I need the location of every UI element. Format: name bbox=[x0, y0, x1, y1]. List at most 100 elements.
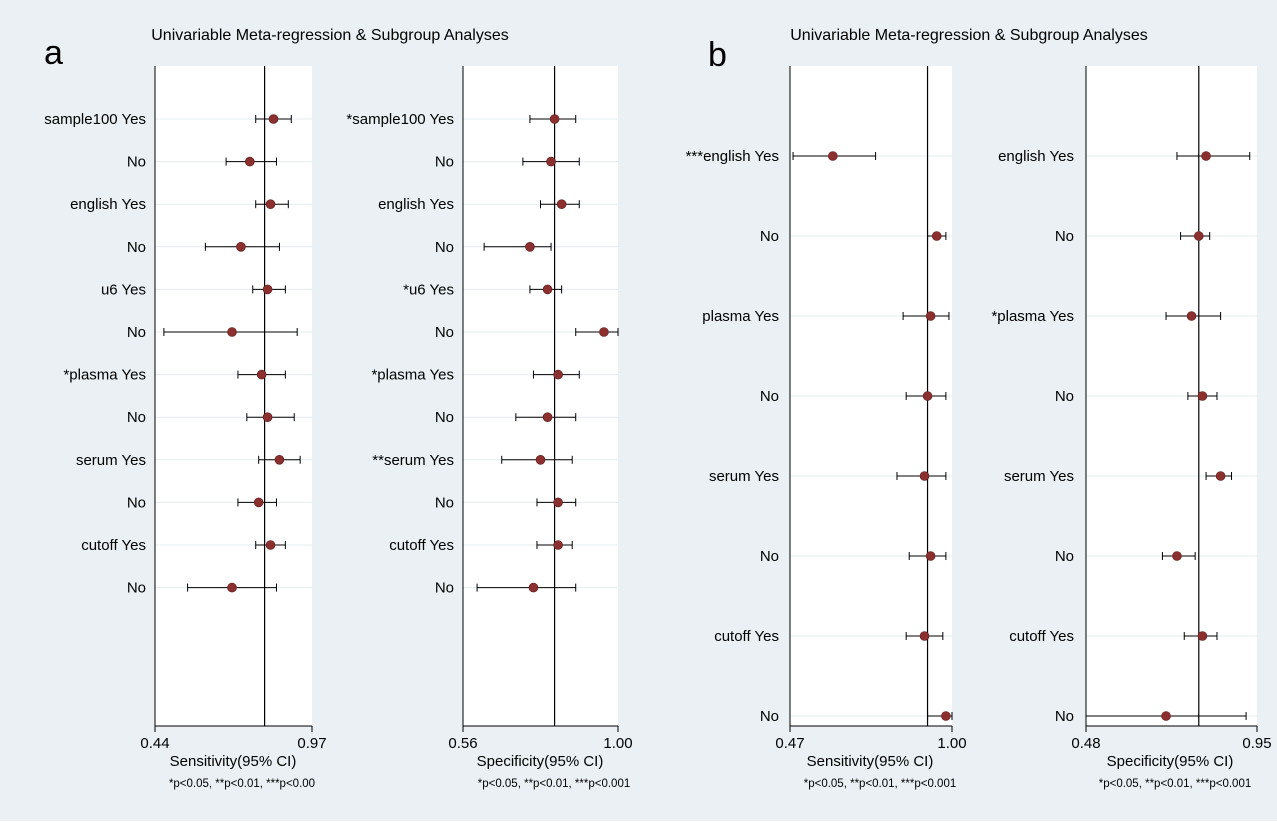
row-label: serum Yes bbox=[709, 468, 779, 485]
point-estimate bbox=[542, 412, 553, 423]
x-tick-label: 1.00 bbox=[603, 735, 632, 752]
plot-area bbox=[155, 66, 312, 726]
forest-plots: sample100 Yes No english Yes No u6 Yes No *pla… bbox=[44, 66, 1272, 790]
footnote: *p<0.05, **p<0.01, ***p<0.001 bbox=[478, 778, 631, 790]
point-estimate bbox=[1193, 231, 1204, 241]
point-estimate bbox=[525, 242, 535, 252]
point-estimate bbox=[1172, 551, 1182, 561]
x-axis-label: Sensitivity(95% CI) bbox=[807, 753, 934, 770]
row-label: *plasma Yes bbox=[63, 367, 146, 384]
point-estimate bbox=[827, 151, 838, 161]
plot-area bbox=[463, 66, 618, 726]
panel-a-letter: a bbox=[44, 34, 63, 72]
row-label: english Yes bbox=[998, 148, 1074, 165]
row-label: No bbox=[127, 324, 146, 341]
point-estimate bbox=[528, 582, 539, 593]
row-label: *sample100 Yes bbox=[346, 111, 454, 128]
row-label: No bbox=[760, 228, 779, 245]
row-label: u6 Yes bbox=[101, 281, 146, 298]
row-label: No bbox=[760, 388, 779, 405]
row-label: *plasma Yes bbox=[991, 308, 1074, 325]
row-label: No bbox=[1055, 708, 1074, 725]
point-estimate bbox=[553, 497, 563, 508]
x-tick-label: 1.00 bbox=[937, 735, 966, 752]
row-label: No bbox=[435, 409, 454, 426]
footnote: *p<0.05, **p<0.01, ***p<0.001 bbox=[804, 778, 957, 790]
row-label: cutoff Yes bbox=[714, 628, 779, 645]
row-label: No bbox=[1055, 228, 1074, 245]
point-estimate bbox=[919, 631, 930, 641]
row-label: No bbox=[760, 708, 779, 725]
point-estimate bbox=[262, 284, 273, 295]
row-label: No bbox=[127, 154, 146, 171]
point-estimate bbox=[941, 711, 951, 721]
x-tick-label: 0.47 bbox=[775, 735, 804, 752]
row-label: No bbox=[127, 494, 146, 511]
point-estimate bbox=[253, 497, 264, 508]
row-label: No bbox=[1055, 388, 1074, 405]
row-label: cutoff Yes bbox=[81, 537, 146, 554]
panel-b-letter: b bbox=[708, 36, 727, 74]
point-estimate bbox=[244, 156, 255, 167]
row-label: No bbox=[435, 580, 454, 597]
point-estimate bbox=[265, 199, 276, 209]
row-label: english Yes bbox=[70, 196, 146, 213]
point-estimate bbox=[227, 582, 237, 593]
x-tick-label: 0.95 bbox=[1242, 735, 1271, 752]
point-estimate bbox=[1197, 391, 1208, 401]
forest-plot-2: *sample100 Yes No english Yes No *u6 Yes No *p… bbox=[346, 66, 633, 790]
row-label: sample100 Yes bbox=[44, 111, 146, 128]
point-estimate bbox=[919, 471, 930, 481]
point-estimate bbox=[268, 114, 279, 124]
x-axis-label: Specificity(95% CI) bbox=[1107, 753, 1234, 770]
point-estimate bbox=[931, 231, 942, 241]
point-estimate bbox=[1161, 711, 1171, 721]
row-label: No bbox=[435, 494, 454, 511]
x-tick-label: 0.56 bbox=[448, 735, 477, 752]
row-label: english Yes bbox=[378, 196, 454, 213]
point-estimate bbox=[542, 284, 553, 295]
row-label: *u6 Yes bbox=[403, 281, 454, 298]
point-estimate bbox=[256, 369, 267, 380]
point-estimate bbox=[925, 551, 936, 561]
x-tick-label: 0.44 bbox=[140, 735, 169, 752]
point-estimate bbox=[1201, 151, 1211, 161]
point-estimate bbox=[265, 540, 276, 550]
point-estimate bbox=[262, 412, 273, 423]
point-estimate bbox=[553, 369, 563, 380]
row-label: ***english Yes bbox=[686, 148, 779, 165]
point-estimate bbox=[922, 391, 933, 401]
point-estimate bbox=[227, 327, 237, 337]
forest-plot-4: english Yes No *plasma Yes No serum Yes No cut… bbox=[991, 66, 1272, 790]
x-axis-label: Specificity(95% CI) bbox=[477, 753, 604, 770]
point-estimate bbox=[599, 327, 609, 337]
point-estimate bbox=[1197, 631, 1208, 641]
point-estimate bbox=[236, 242, 246, 252]
row-label: No bbox=[435, 154, 454, 171]
row-label: serum Yes bbox=[76, 452, 146, 469]
x-axis-label: Sensitivity(95% CI) bbox=[170, 753, 297, 770]
row-label: cutoff Yes bbox=[389, 537, 454, 554]
row-label: No bbox=[127, 409, 146, 426]
point-estimate bbox=[1215, 471, 1226, 481]
point-estimate bbox=[925, 311, 936, 321]
row-label: *plasma Yes bbox=[371, 367, 454, 384]
row-label: No bbox=[127, 580, 146, 597]
x-tick-label: 0.48 bbox=[1071, 735, 1100, 752]
row-label: No bbox=[1055, 548, 1074, 565]
point-estimate bbox=[556, 199, 567, 209]
x-tick-label: 0.97 bbox=[297, 735, 326, 752]
row-label: serum Yes bbox=[1004, 468, 1074, 485]
point-estimate bbox=[274, 454, 285, 465]
row-label: cutoff Yes bbox=[1009, 628, 1074, 645]
forest-plot-3: ***english Yes No plasma Yes No serum Yes No c… bbox=[686, 66, 967, 790]
footnote: *p<0.05, **p<0.01, ***p<0.001 bbox=[1099, 778, 1252, 790]
panel-a-title: Univariable Meta-regression & Subgroup A… bbox=[151, 27, 509, 44]
row-label: No bbox=[435, 324, 454, 341]
point-estimate bbox=[553, 540, 563, 550]
row-label: plasma Yes bbox=[702, 308, 779, 325]
row-label: **serum Yes bbox=[372, 452, 454, 469]
row-label: No bbox=[760, 548, 779, 565]
